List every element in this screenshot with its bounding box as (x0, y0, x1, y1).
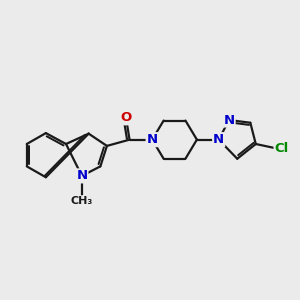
Text: CH₃: CH₃ (71, 196, 93, 206)
Text: N: N (147, 133, 158, 146)
Text: N: N (224, 113, 235, 127)
Text: O: O (120, 111, 132, 124)
Text: N: N (213, 133, 224, 146)
Text: Cl: Cl (274, 142, 289, 155)
Text: N: N (76, 169, 87, 182)
